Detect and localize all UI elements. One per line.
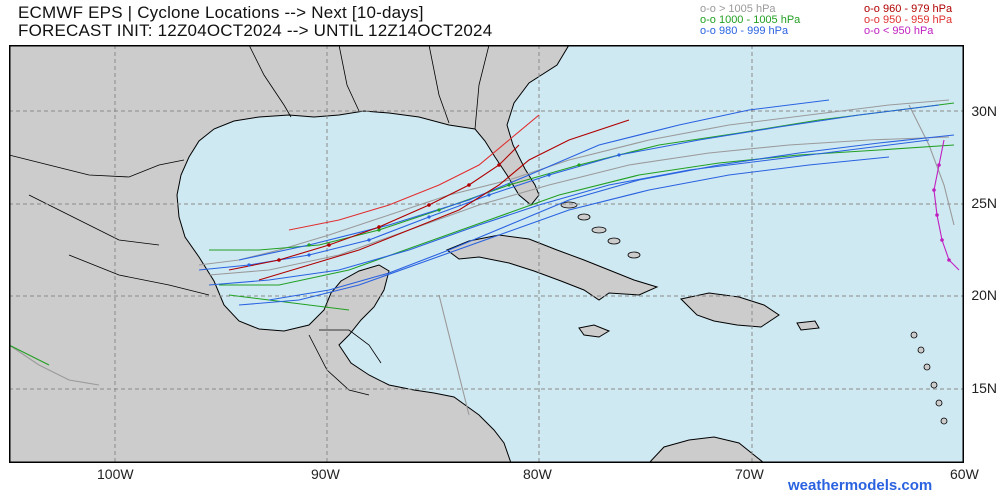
borders [9,45,490,396]
map-frame [9,45,964,463]
legend-lt950: o-o < 950 hPa [864,25,934,37]
track-green [228,294,350,311]
track-gray [9,344,100,386]
track-red [228,144,520,271]
land-bahamas [560,201,641,259]
points-green [307,163,581,247]
track-blue [208,139,930,286]
points-magenta [932,163,951,262]
track-blue [268,134,955,301]
lon-label-60w: 60W [950,466,979,482]
legend-left: o-o > 1005 hPa o-o 1000 - 1005 hPa o-o 9… [700,4,800,37]
lon-label-80w: 80W [523,466,552,482]
map-title: ECMWF EPS | Cyclone Locations --> Next [… [18,3,424,22]
legend-right: o-o 960 - 979 hPa o-o 950 - 959 hPa o-o … [864,4,952,37]
graticule [9,45,964,463]
track-red [288,114,540,231]
land-masses [9,45,820,463]
track-gray [438,294,470,416]
track-gray [208,136,950,276]
track-gray [198,99,950,266]
track-blue [238,156,890,306]
land-lesser-antilles [910,331,948,425]
lat-label-20n: 20N [971,287,997,303]
points-blue [247,153,621,267]
legend-960-979: o-o 960 - 979 hPa [864,3,953,15]
land-hispaniola [679,292,780,328]
cyclone-track-map [9,45,964,463]
cyclone-tracks [9,99,960,416]
land-puerto-rico [796,320,820,331]
land-north-america [9,45,570,463]
lat-label-30n: 30N [971,103,997,119]
lon-label-100w: 100W [97,466,134,482]
lat-label-25n: 25N [971,195,997,211]
legend-1000-1005: o-o 1000 - 1005 hPa [700,14,801,26]
track-blue [198,104,940,271]
brand-watermark: weathermodels.com [788,477,933,494]
track-green [9,344,50,366]
track-red [258,119,630,281]
points-red [277,163,501,262]
lon-label-70w: 70W [735,466,764,482]
legend-980-999: o-o 980 - 999 hPa [700,25,789,37]
land-jamaica [578,324,611,338]
track-points [247,153,951,267]
legend-950-959: o-o 950 - 959 hPa [864,14,953,26]
legend-gt1005: o-o > 1005 hPa [700,3,776,15]
lat-label-15n: 15N [971,380,997,396]
land-cuba [445,234,659,301]
track-blue [238,99,830,261]
lon-label-90w: 90W [311,466,340,482]
forecast-init-subtitle: FORECAST INIT: 12Z04OCT2024 --> UNTIL 12… [18,21,493,40]
track-gray [908,104,955,226]
